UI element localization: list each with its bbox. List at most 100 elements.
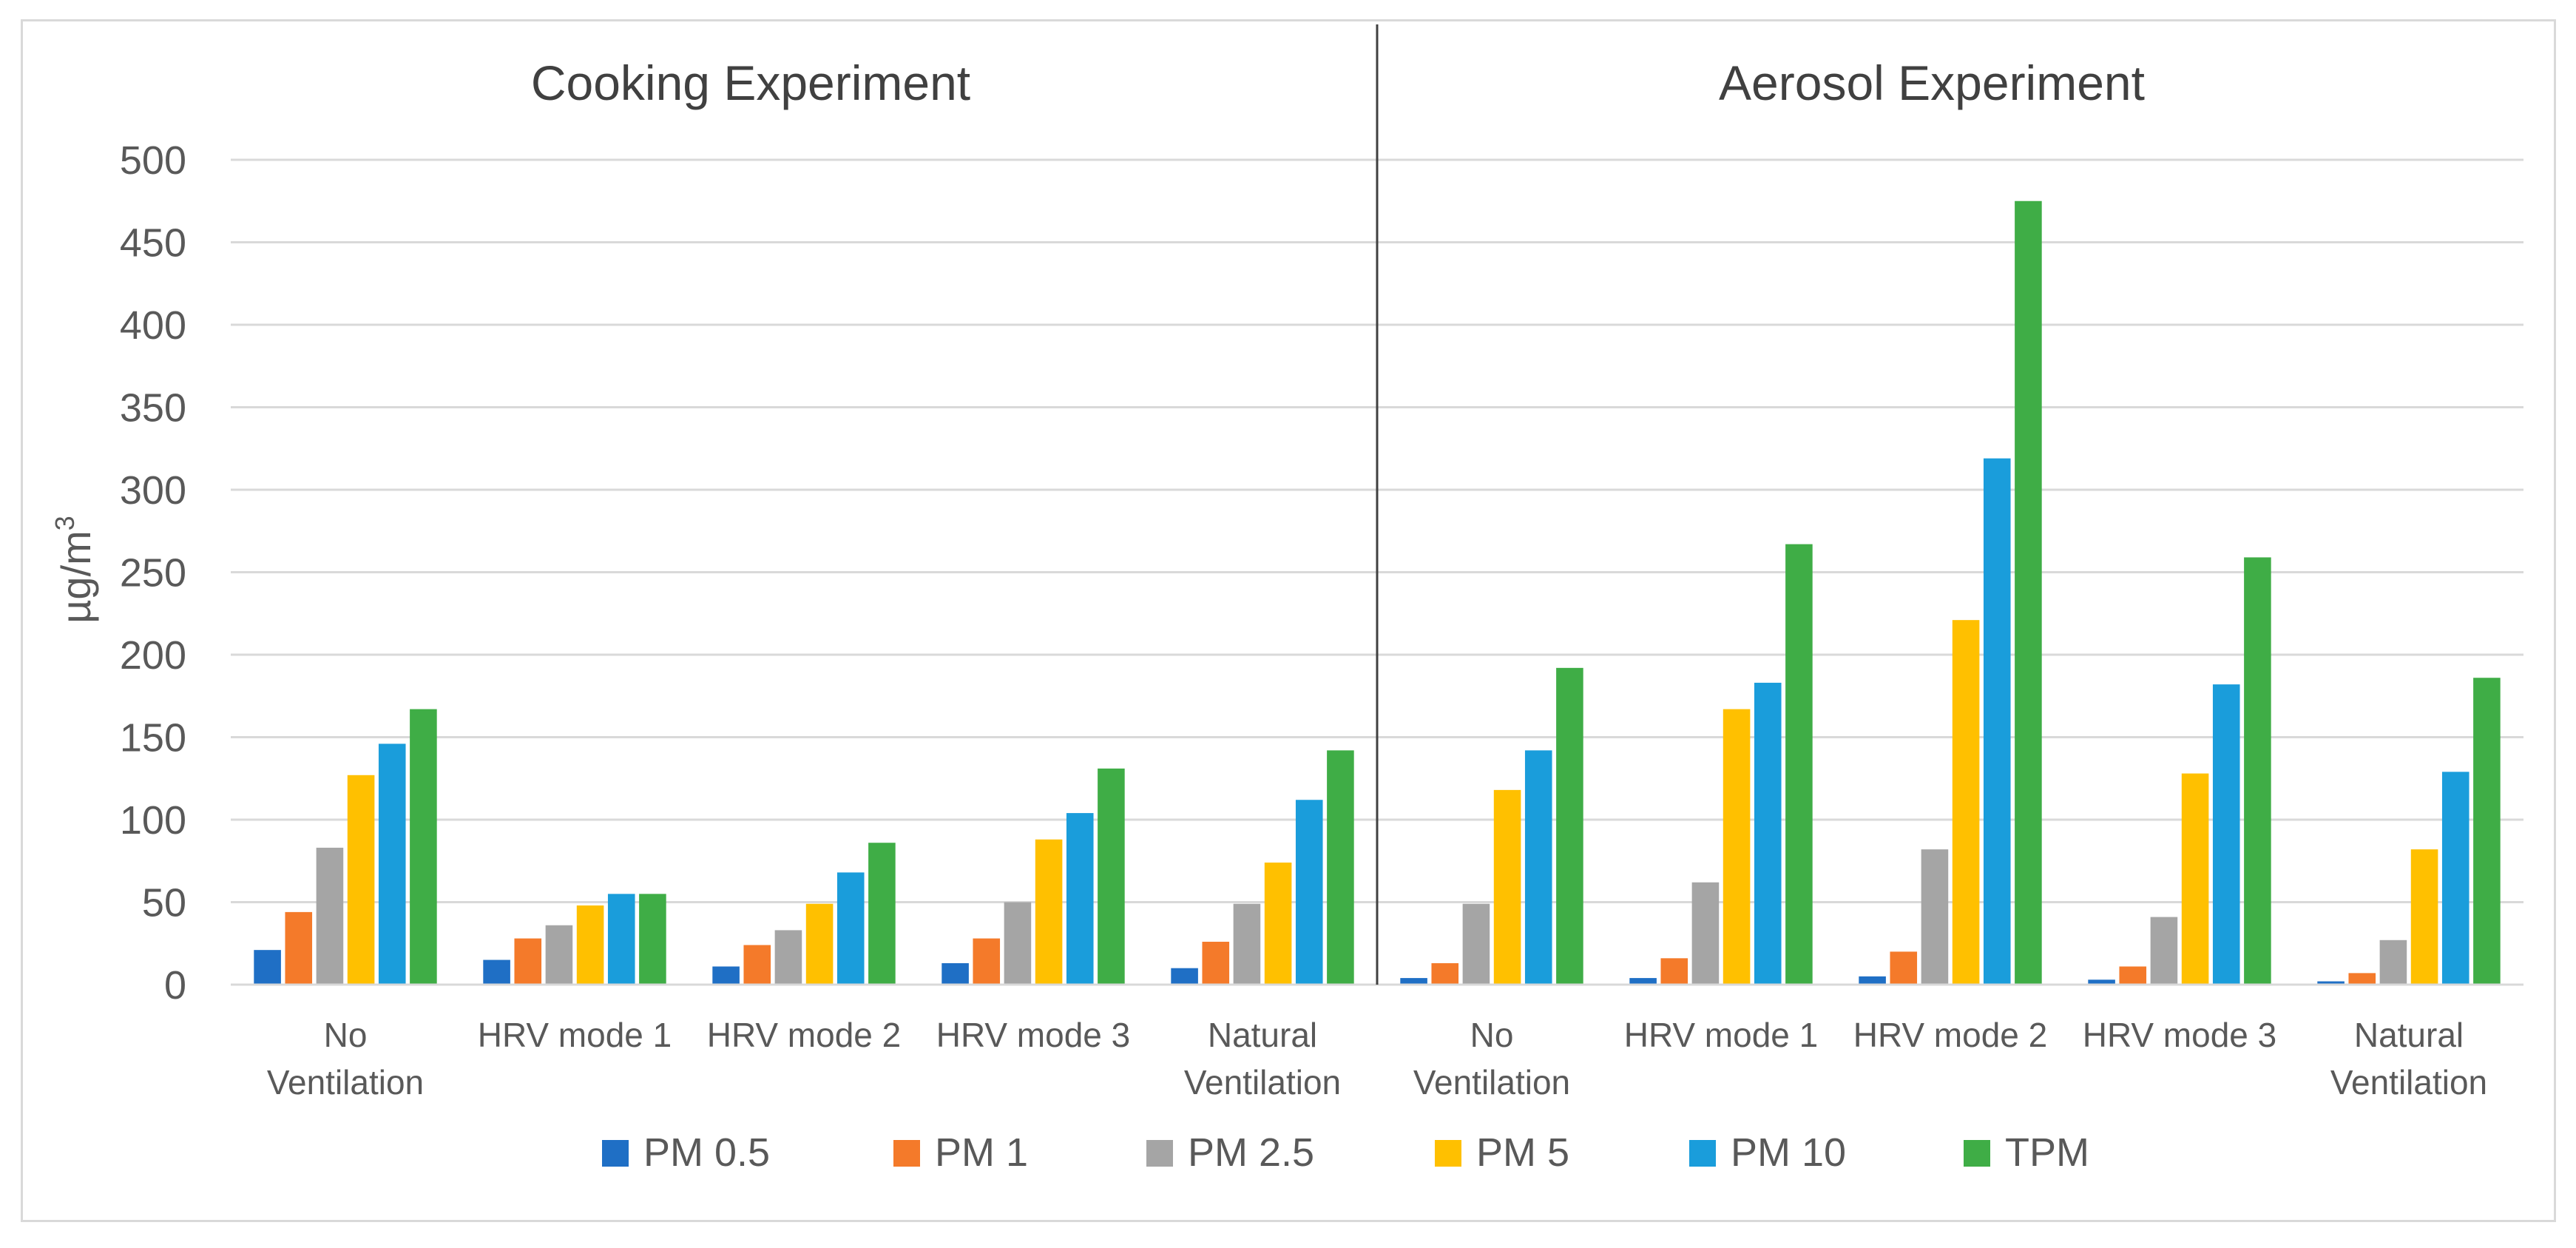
bar-pm-10 xyxy=(2212,684,2240,985)
legend: PM 0.5 PM 1 PM 2.5 PM 5 PM 10 TPM xyxy=(602,1130,2089,1175)
legend-label: PM 1 xyxy=(935,1130,1028,1175)
legend-swatch xyxy=(1964,1140,1990,1167)
bar-pm-2.5 xyxy=(1462,903,1490,985)
x-category-label: Natural Ventilation xyxy=(2330,1016,2487,1102)
bar-pm-2.5 xyxy=(316,847,344,985)
panel-title-cooking: Cooking Experiment xyxy=(531,55,970,110)
bar-pm-5 xyxy=(2181,773,2209,985)
x-category-label: HRV mode 3 xyxy=(936,1016,1131,1054)
x-category-label-line: HRV mode 1 xyxy=(1624,1016,1819,1054)
bar-pm-2.5 xyxy=(2150,917,2178,985)
bar-pm-10 xyxy=(378,743,406,985)
bar-pm-0.5 xyxy=(2088,979,2115,985)
bar-tpm xyxy=(410,709,437,985)
legend-swatch xyxy=(1435,1140,1461,1167)
chart-frame xyxy=(21,19,2556,1222)
x-category-label-line: Natural xyxy=(1208,1016,1317,1054)
legend-label: PM 10 xyxy=(1731,1130,1846,1175)
bar-pm-5 xyxy=(2410,849,2438,985)
x-category-label-line: Natural xyxy=(2354,1016,2464,1054)
bar-pm-5 xyxy=(576,905,604,985)
bars xyxy=(254,200,2501,985)
bar-pm-1 xyxy=(2348,973,2376,985)
y-axis-label: µg/m3 xyxy=(50,516,99,624)
bar-pm-10 xyxy=(1066,813,1094,985)
panel-title-aerosol: Aerosol Experiment xyxy=(1719,55,2145,110)
x-category-label: HRV mode 2 xyxy=(707,1016,902,1054)
bar-pm-0.5 xyxy=(712,966,740,985)
x-category-label: Natural Ventilation xyxy=(1184,1016,1341,1102)
y-tick-label: 200 xyxy=(120,633,186,678)
bar-pm-1 xyxy=(1660,958,1688,985)
bar-pm-0.5 xyxy=(483,959,510,985)
y-tick-label: 400 xyxy=(120,303,186,348)
bar-pm-1 xyxy=(514,938,542,985)
bar-pm-0.5 xyxy=(1859,976,1886,985)
bar-pm-5 xyxy=(347,775,375,985)
bar-pm-0.5 xyxy=(254,950,281,985)
bar-pm-0.5 xyxy=(2317,981,2345,985)
bar-pm-10 xyxy=(2441,772,2469,985)
bar-pm-10 xyxy=(607,894,635,985)
bar-pm-10 xyxy=(1983,458,2011,985)
bar-pm-0.5 xyxy=(1400,978,1427,985)
bar-pm-10 xyxy=(1754,682,1782,985)
bar-pm-10 xyxy=(1295,800,1323,985)
x-category-label-line: Ventilation xyxy=(1184,1063,1341,1102)
bar-tpm xyxy=(1327,750,1354,985)
x-category-label-line: Ventilation xyxy=(2330,1063,2487,1102)
bar-pm-2.5 xyxy=(545,925,573,985)
y-tick-label: 250 xyxy=(120,551,186,596)
bar-pm-2.5 xyxy=(1233,903,1261,985)
axes: 0 50 100 150 200 250 300 350 400 450 500 No Ventilat… xyxy=(120,24,2523,1102)
y-tick-label: 150 xyxy=(120,716,186,760)
bar-pm-0.5 xyxy=(942,963,969,985)
bar-pm-5 xyxy=(1264,862,1292,985)
legend-swatch xyxy=(1146,1140,1173,1167)
legend-swatch xyxy=(1689,1140,1716,1167)
x-category-label-line: HRV mode 1 xyxy=(478,1016,672,1054)
bar-pm-5 xyxy=(1723,709,1751,985)
y-tick-label: 350 xyxy=(120,386,186,431)
y-tick-label: 0 xyxy=(164,963,186,1008)
bar-pm-1 xyxy=(743,945,771,985)
bar-pm-0.5 xyxy=(1629,978,1657,985)
legend-swatch xyxy=(893,1140,920,1167)
bar-pm-5 xyxy=(805,903,834,985)
bar-pm-1 xyxy=(2119,966,2147,985)
bar-pm-0.5 xyxy=(1171,968,1198,985)
x-category-label-line: HRV mode 3 xyxy=(936,1016,1131,1054)
bar-pm-1 xyxy=(973,938,1001,985)
bar-pm-1 xyxy=(1202,942,1230,985)
bar-tpm xyxy=(2244,557,2271,985)
x-category-label-line: HRV mode 2 xyxy=(1853,1016,2048,1054)
bar-tpm xyxy=(1098,768,1125,985)
bar-tpm xyxy=(1785,544,1813,985)
x-category-label-line: No xyxy=(1470,1016,1514,1054)
bar-tpm xyxy=(868,843,896,985)
legend-label: TPM xyxy=(2005,1130,2089,1175)
y-tick-label: 100 xyxy=(120,798,186,843)
bar-pm-5 xyxy=(1493,789,1521,985)
bar-pm-2.5 xyxy=(774,930,802,985)
bar-pm-10 xyxy=(1524,750,1552,985)
y-tick-label: 450 xyxy=(120,221,186,266)
x-category-label-line: HRV mode 3 xyxy=(2083,1016,2277,1054)
x-category-label-line: No xyxy=(324,1016,368,1054)
bar-pm-2.5 xyxy=(2379,940,2407,985)
bar-pm-1 xyxy=(285,911,313,985)
svg-text:µg/m3: µg/m3 xyxy=(50,516,99,624)
x-category-label-line: Ventilation xyxy=(267,1063,424,1102)
bar-tpm xyxy=(1556,667,1583,985)
y-tick-label: 500 xyxy=(120,138,186,183)
bar-pm-5 xyxy=(1952,620,1980,985)
x-category-label: No Ventilation xyxy=(1413,1016,1570,1102)
legend-label: PM 2.5 xyxy=(1188,1130,1314,1175)
y-axis-label-superscript: 3 xyxy=(50,516,80,530)
bar-pm-2.5 xyxy=(1921,849,1949,985)
x-category-label-line: HRV mode 2 xyxy=(707,1016,902,1054)
bar-pm-5 xyxy=(1035,839,1063,985)
x-category-label: HRV mode 3 xyxy=(2083,1016,2277,1054)
bar-tpm xyxy=(639,894,666,985)
